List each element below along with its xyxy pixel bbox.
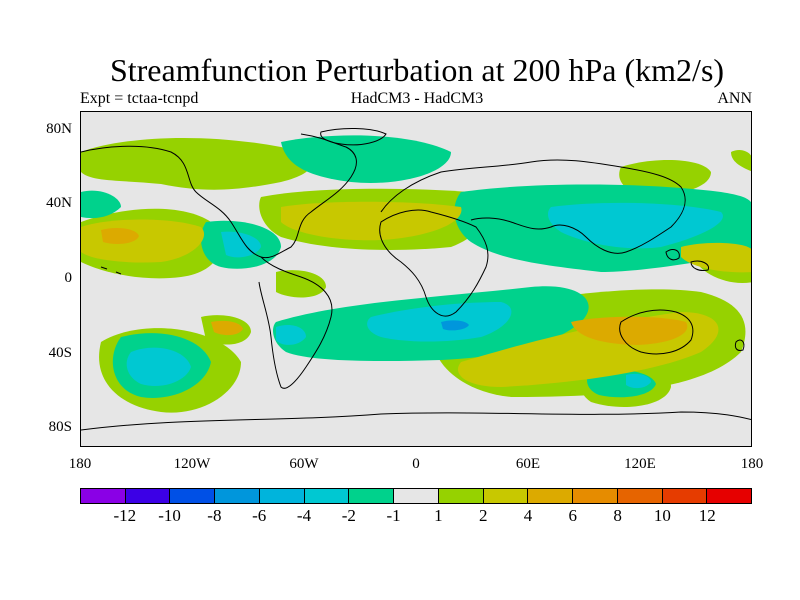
colorbar-box	[215, 489, 260, 503]
colorbar-label: 12	[698, 506, 716, 525]
colorbar	[80, 488, 752, 504]
experiment-label: Expt = tctaa-tcnpd	[80, 90, 199, 107]
colorbar-label: 8	[613, 506, 622, 525]
colorbar-box	[573, 489, 618, 503]
colorbar-box	[662, 489, 708, 503]
colorbar-box	[528, 489, 574, 503]
season-label: ANN	[717, 90, 752, 107]
colorbar-box	[81, 489, 126, 503]
colorbar-box	[483, 489, 529, 503]
lat-tick-80s: 80S	[48, 419, 72, 435]
lon-tick-60e: 60E	[515, 456, 541, 472]
colorbar-box	[707, 489, 752, 503]
colorbar-label: 6	[568, 506, 578, 525]
colorbar-label: -10	[158, 506, 181, 525]
colorbar-box	[438, 489, 484, 503]
lat-tick-0: 0	[64, 270, 73, 286]
contour-negative-6	[441, 320, 469, 331]
colorbar-box	[170, 489, 216, 503]
lat-tick-40n: 40N	[46, 195, 72, 211]
map-svg	[81, 127, 751, 431]
colorbar-label: 1	[434, 506, 443, 525]
map-plot	[80, 111, 752, 447]
colorbar-label: -1	[386, 506, 401, 525]
coastlines	[81, 127, 751, 431]
lat-tick-80n: 80N	[46, 121, 72, 137]
contour-positive-6	[101, 228, 688, 345]
colorbar-label: 2	[478, 506, 488, 525]
contour-negative-4	[126, 202, 723, 389]
colorbar-label: -12	[113, 506, 137, 525]
plot-title: Streamfunction Perturbation at 200 hPa (…	[109, 52, 725, 88]
lon-tick-180e: 180	[740, 456, 764, 472]
colorbar-label: -8	[207, 506, 222, 525]
model-label: HadCM3 - HadCM3	[350, 90, 484, 107]
colorbar-box	[259, 489, 305, 503]
lon-tick-180w: 180	[68, 456, 92, 472]
colorbar-box	[394, 489, 439, 503]
colorbar-label: -2	[341, 506, 356, 525]
colorbar-label: 4	[523, 506, 533, 525]
coastline-islands	[100, 249, 745, 351]
colorbar-label: -4	[296, 506, 312, 525]
lon-tick-120w: 120W	[173, 456, 211, 472]
colorbar-label: 10	[653, 506, 671, 525]
lon-tick-0: 0	[412, 456, 420, 472]
colorbar-label: -6	[252, 506, 267, 525]
lon-tick-60w: 60W	[289, 456, 319, 472]
colorbar-box	[617, 489, 663, 503]
colorbar-box	[304, 489, 350, 503]
colorbar-box	[125, 489, 171, 503]
lat-tick-40s: 40S	[48, 345, 72, 361]
colorbar-box	[349, 489, 395, 503]
lon-tick-120e: 120E	[624, 456, 656, 472]
